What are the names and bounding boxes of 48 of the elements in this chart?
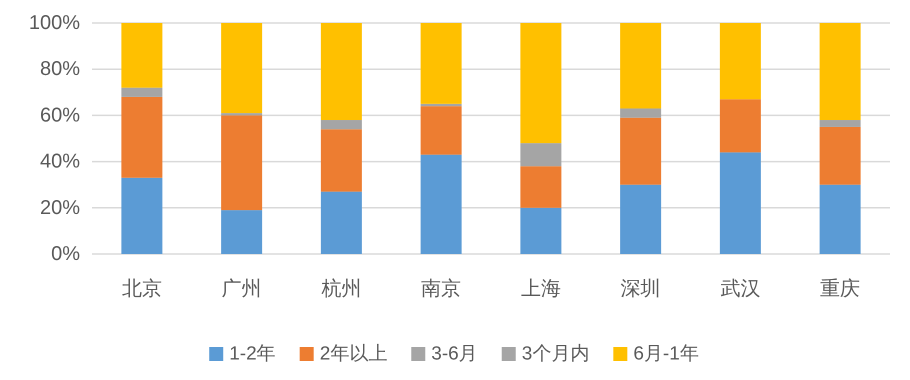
y-tick-label: 20% [40,196,80,219]
legend-label: 2年以上 [320,344,388,364]
bar [620,118,662,185]
bar [620,184,662,254]
y-tick-label: 100% [28,12,80,34]
legend-label: 6月-1年 [633,344,699,364]
x-tick-label: 广州 [222,278,262,300]
x-tick-label: 上海 [520,278,561,300]
bar [720,23,761,100]
y-tick-label: 80% [40,58,80,80]
x-tick-label: 南京 [421,278,462,300]
bar [520,166,562,208]
bar [520,23,562,144]
bar [320,23,362,120]
bar [820,120,861,127]
bar [221,23,262,114]
bar [320,120,362,130]
bar [520,208,562,254]
x-tick-label: 杭州 [320,278,362,300]
y-tick-label: 60% [40,104,80,126]
bar [620,108,662,118]
bar [820,126,861,185]
bar [320,192,362,254]
x-tick-label: 深圳 [620,278,661,300]
x-tick-label: 重庆 [820,278,860,300]
bar [420,106,462,155]
y-tick-label: 0% [51,243,80,265]
bar [121,178,162,254]
legend-label: 3个月内 [522,344,590,364]
bar [720,152,761,254]
bar [820,184,861,254]
bar [320,129,362,192]
bar [520,143,562,166]
legend-label: 1-2年 [229,344,276,364]
bar [121,23,162,88]
bar [620,23,662,108]
bar [121,88,162,97]
bar [420,154,462,254]
bar [820,23,861,120]
bar [420,23,462,104]
x-tick-label: 武汉 [720,278,760,300]
legend-label: 3-6月 [431,344,478,364]
bar [720,99,761,152]
y-tick-label: 40% [40,150,80,173]
bar [221,210,262,254]
bar [121,96,162,178]
x-tick-label: 北京 [122,278,162,300]
bar [221,115,262,210]
